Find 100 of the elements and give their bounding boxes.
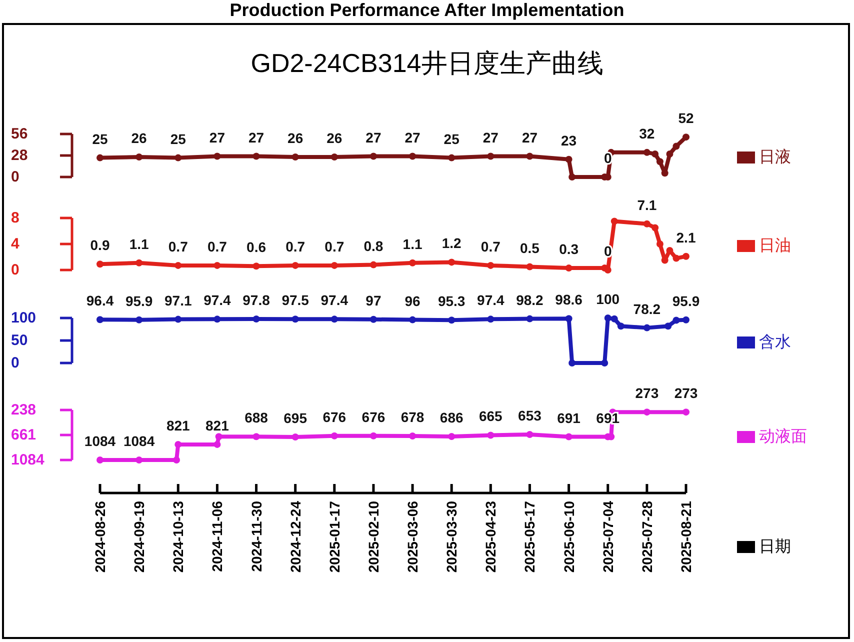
point [604,266,612,274]
x-tick-label: 2025-05-17 [522,500,538,573]
point [370,261,377,268]
data-label: 1.1 [129,236,150,252]
point [330,262,338,269]
x-tick-label: 2024-08-26 [92,500,108,573]
x-tick-label: 2025-07-28 [638,500,655,573]
data-label: 96 [404,292,421,309]
point [409,259,416,266]
point [643,220,650,228]
point [448,258,456,266]
data-label: 686 [440,409,464,426]
y-tick-label: 0 [11,262,20,278]
data-label: 27 [482,129,499,146]
legend-label: 日液 [759,148,791,166]
point [672,254,680,262]
point [96,260,104,268]
point [215,433,222,440]
y-tick-label: 238 [11,402,36,418]
data-label: 653 [518,408,542,424]
point [682,316,690,324]
y-tick-label: 8 [11,210,20,226]
data-label: 95.9 [672,292,700,309]
point [214,152,221,160]
x-tick-label: 2024-11-30 [248,500,264,572]
y-tick-label: 4 [11,236,20,252]
point [174,154,182,162]
point [487,262,494,269]
point [682,408,690,416]
point [214,262,221,269]
point [643,324,650,332]
point [370,316,377,323]
point [174,316,182,323]
point [643,148,650,156]
data-label: 26 [131,130,148,146]
data-label: 0.7 [286,238,306,254]
x-tick-label: 2024-12-24 [287,500,304,573]
point [661,170,668,177]
point [173,456,180,464]
x-tick-label: 2024-10-13 [170,500,186,573]
y-tick-label: 56 [11,126,28,142]
data-label: 100 [596,291,620,307]
data-label: 0.5 [520,240,540,256]
data-label: 0.9 [90,237,110,254]
data-label: 97.4 [204,292,232,308]
point [292,262,299,269]
y-tick-label: 100 [11,310,36,326]
point [601,360,608,366]
point [682,252,690,260]
data-label: 23 [561,132,577,148]
point [136,259,143,266]
point [565,156,572,163]
data-label: 7.1 [637,196,657,213]
x-axis-title: 日期 [759,538,791,556]
data-label: 27 [404,129,421,146]
data-label: 27 [209,129,226,146]
legend-label: 含水 [759,333,791,351]
data-label: 695 [284,410,308,426]
x-tick-label: 2025-07-04 [600,500,616,573]
data-label: 27 [366,129,382,146]
data-label: 25 [444,130,460,147]
data-label: 676 [322,408,346,425]
point [526,315,534,322]
data-label: 1084 [123,433,155,449]
point [568,360,576,366]
data-label: 97.8 [242,292,270,308]
data-label: 0.7 [207,238,228,254]
point [292,316,299,323]
data-label: 98.6 [555,292,583,308]
point [370,152,377,160]
point [610,315,618,322]
data-label: 26 [288,130,304,146]
point [565,264,572,272]
data-label: 0.8 [364,238,384,254]
point [526,431,534,438]
data-label: 0.3 [559,241,579,258]
point [604,314,612,322]
point [252,433,260,440]
point [672,316,680,324]
data-label: 96.4 [86,292,114,309]
data-label: 97.5 [282,292,310,308]
data-label: 1084 [84,433,116,449]
point [617,322,624,330]
data-label: 95.9 [125,292,153,309]
y-tick-label: 661 [11,426,36,444]
data-label: 26 [326,130,342,146]
data-label: 52 [678,110,694,126]
point [409,316,416,324]
x-tick-label: 2025-08-21 [678,500,694,573]
y-tick-label: 28 [11,147,28,164]
x-tick-label: 2025-03-06 [404,500,421,573]
point [610,218,618,225]
point [214,440,221,448]
point [174,440,182,448]
point [487,432,494,439]
point [252,315,260,322]
data-label: 2.1 [676,229,696,246]
data-label: 0.6 [246,239,266,256]
data-label: 821 [166,417,190,434]
point [330,316,338,323]
